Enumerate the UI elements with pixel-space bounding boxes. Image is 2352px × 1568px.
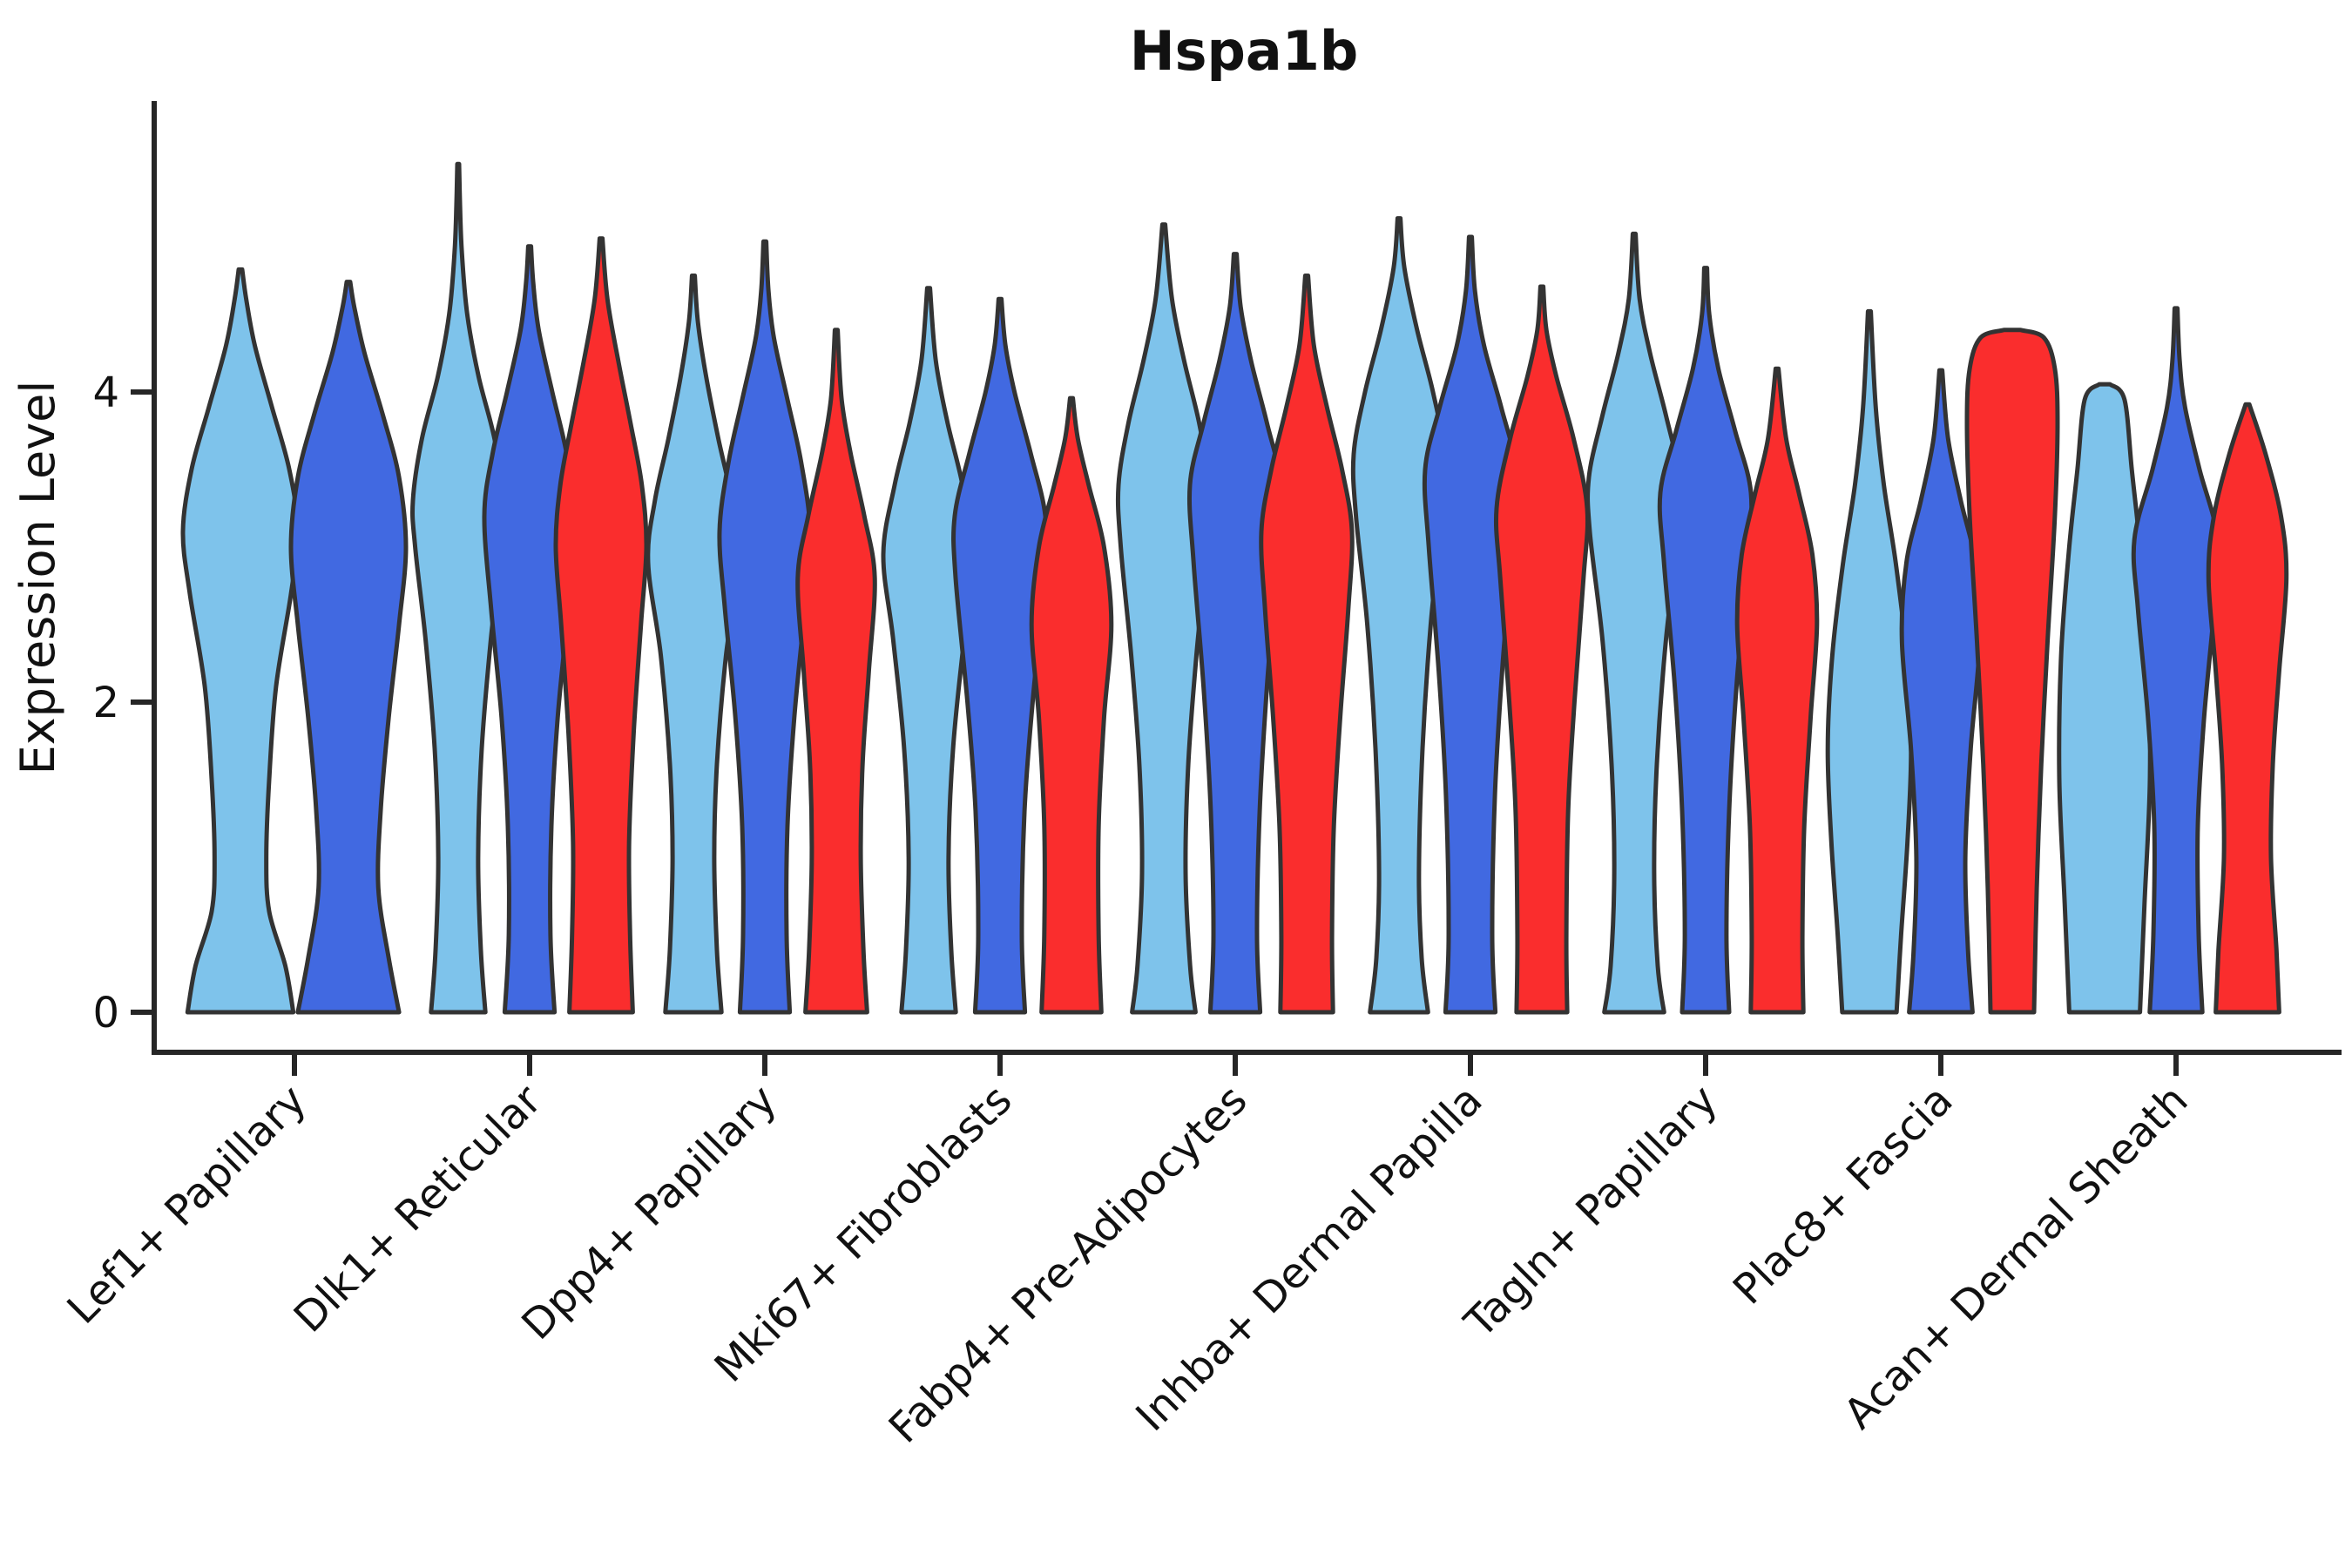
violin-acan-dermal-sheath-red: [2206, 402, 2289, 1015]
violin-tagln-papillary-red: [1734, 366, 1820, 1015]
axes: [131, 101, 2342, 1076]
violin-tagln-papillary-light-blue: [1585, 231, 1683, 1015]
y-tick-label: 2: [92, 679, 119, 727]
violin-inhba-dermal-papilla-red: [1493, 284, 1591, 1015]
violin-mki67-fibroblasts-light-blue: [881, 286, 977, 1015]
violin-dlk1-reticular-light-blue: [410, 161, 506, 1015]
violin-dpp4-papillary-blue: [717, 239, 813, 1015]
y-axis-label: Expression Level: [10, 381, 65, 775]
violin-mki67-fibroblasts-red: [1029, 395, 1114, 1015]
y-tick-labels: 0 2 4: [92, 368, 119, 1037]
violin-plac8-fascia-red: [1964, 328, 2060, 1015]
violin-lef1-papillary-blue: [288, 280, 409, 1015]
violin-mki67-fibroblasts-blue: [951, 296, 1049, 1015]
violin-fabp4-pre-adipocytes-red: [1259, 274, 1355, 1015]
violin-dpp4-papillary-light-blue: [645, 274, 741, 1015]
violin-inhba-dermal-papilla-blue: [1422, 234, 1519, 1015]
violin-dlk1-reticular-red: [553, 236, 649, 1015]
violin-fabp4-pre-adipocytes-light-blue: [1115, 222, 1213, 1015]
violin-dpp4-papillary-red: [795, 328, 877, 1015]
y-tick-label: 4: [92, 368, 119, 417]
y-tick-label: 0: [92, 989, 119, 1037]
x-tick-label: Lef1+ Papillary: [58, 1076, 316, 1334]
violin-fabp4-pre-adipocytes-blue: [1186, 252, 1284, 1015]
violin-tagln-papillary-blue: [1657, 266, 1754, 1015]
x-tick-label: Dpp4+ Papillary: [512, 1076, 786, 1349]
chart-title: Hspa1b: [1130, 19, 1359, 83]
violin-plac8-fascia-blue: [1899, 368, 1983, 1015]
x-tick-label: Dlk1+ Reticular: [285, 1076, 551, 1342]
x-tick-label: Plac8+ Fascia: [1724, 1076, 1963, 1315]
violin-dlk1-reticular-blue: [482, 244, 578, 1015]
violin-acan-dermal-sheath-blue: [2131, 306, 2221, 1015]
violin-lef1-papillary-light-blue: [180, 267, 301, 1015]
violin-inhba-dermal-papilla-light-blue: [1350, 216, 1448, 1015]
x-tick-label: Tagln+ Papillary: [1455, 1076, 1727, 1348]
violin-plac8-fascia-light-blue: [1825, 308, 1914, 1015]
violin-series: [180, 161, 2289, 1015]
violin-acan-dermal-sheath-light-blue: [2057, 382, 2153, 1015]
